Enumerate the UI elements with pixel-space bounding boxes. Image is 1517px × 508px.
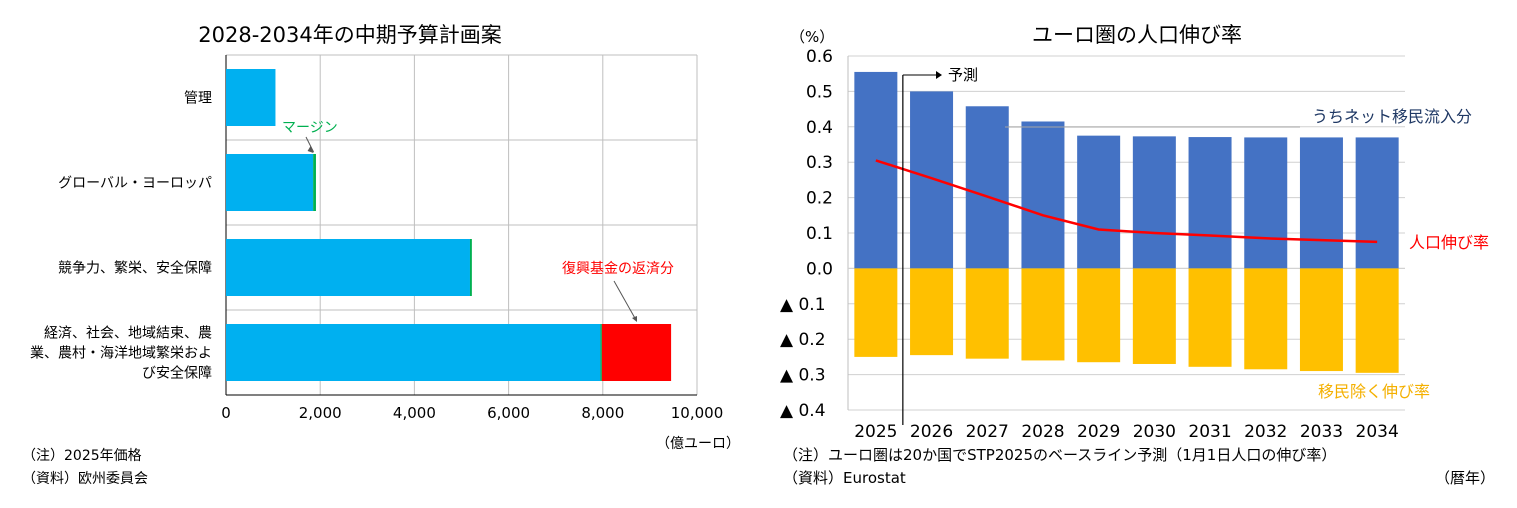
population-y-tick-label: 0.1 (806, 224, 833, 244)
margin-arrowhead (307, 146, 314, 153)
population-x-tick-label: 2025 (854, 422, 897, 442)
budget-bar-segment (313, 154, 316, 211)
budget-x-tick-label: 4,000 (393, 404, 436, 422)
budget-category-labels: 管理グローバル・ヨーロッパ競争力、繁栄、安全保障経済、社会、地域結束、農業、農村… (30, 91, 212, 382)
population-y-tick-label: 0.6 (806, 47, 833, 67)
budget-category-label: 管理 (184, 91, 212, 107)
repayment-leader-line (613, 280, 637, 321)
budget-bar-segment (226, 324, 601, 381)
population-bar (1132, 136, 1176, 269)
budget-x-tick-labels: 0 2,000 4,000 6,000 8,000 10,000 (221, 404, 723, 422)
population-y-unit: （%） (790, 28, 834, 46)
population-x-tick-label: 2033 (1300, 422, 1343, 442)
population-bar (1188, 137, 1232, 269)
budget-x-tick-label: 10,000 (671, 404, 724, 422)
population-x-tick-label: 2028 (1021, 422, 1064, 442)
margin-annotation: マージン (282, 120, 338, 136)
population-y-tick-label: 0.4 (806, 118, 833, 138)
population-bar (910, 268, 954, 356)
population-bar (965, 106, 1009, 269)
budget-chart-title: 2028-2034年の中期予算計画案 (198, 23, 501, 47)
population-bar (965, 268, 1009, 359)
budget-category-label: び安全保障 (142, 365, 212, 382)
budget-bar-segment (226, 69, 276, 126)
population-bar (1021, 121, 1065, 269)
population-note-2: （資料）Eurostat (783, 469, 906, 487)
population-x-tick-label: 2031 (1188, 422, 1231, 442)
population-x-tick-label: 2030 (1133, 422, 1176, 442)
population-bars (854, 71, 1399, 373)
population-y-tick-labels: 0.6 0.5 0.4 0.3 0.2 0.1 0.0 ▲ 0.1 ▲ 0.2 ▲ 0.3 ▲ 0.… (780, 47, 833, 421)
natural-series-label: 移民除く伸び率 (1318, 382, 1430, 401)
population-x-tick-label: 2032 (1244, 422, 1287, 442)
population-bar (1244, 268, 1288, 370)
population-bar (1021, 268, 1065, 361)
budget-unit-label: （億ユーロ） (656, 436, 740, 452)
population-bar (1299, 268, 1343, 372)
population-x-tick-labels: 2025 2026 2027 2028 2029 2030 2031 2032 2033 2034 (854, 422, 1399, 442)
population-chart-title: ユーロ圏の人口伸び率 (1032, 23, 1242, 47)
population-bar (854, 268, 898, 357)
population-bar (1077, 135, 1121, 269)
population-bar (910, 91, 954, 269)
budget-bar-segment (226, 154, 314, 211)
budget-bar-segment (600, 324, 602, 381)
forecast-arrowhead (936, 71, 942, 79)
budget-category-label: 経済、社会、地域結束、農 (44, 326, 212, 342)
budget-category-label: グローバル・ヨーロッパ (58, 176, 212, 192)
forecast-label: 予測 (948, 66, 978, 84)
population-bar (1244, 137, 1288, 269)
budget-chart: 2028-2034年の中期予算計画案 管理グローバル・ヨーロッパ競争力、繁栄、安… (22, 23, 740, 487)
population-y-tick-label: ▲ 0.1 (780, 295, 826, 315)
budget-bar-segment (601, 324, 672, 381)
migration-series-label: うちネット移民流入分 (1312, 107, 1472, 126)
budget-note-2: （資料）欧州委員会 (22, 471, 148, 487)
population-x-tick-label: 2029 (1077, 422, 1120, 442)
population-bar (1299, 137, 1343, 269)
population-note-1: （注）ユーロ圏は20か国でSTP2025のベースライン予測（1月1日人口の伸び率… (783, 446, 1336, 464)
margin-leader-line (305, 136, 314, 153)
budget-x-tick-label: 6,000 (487, 404, 530, 422)
repayment-annotation: 復興基金の返済分 (562, 260, 674, 277)
budget-x-tick-label: 0 (221, 404, 231, 422)
population-y-tick-label: ▲ 0.2 (780, 330, 826, 350)
population-y-tick-label: 0.3 (806, 153, 833, 173)
population-bar (1188, 268, 1232, 367)
population-bar (1077, 268, 1121, 363)
population-bar (854, 71, 898, 269)
growth-series-label: 人口伸び率 (1409, 233, 1489, 252)
budget-x-tick-label: 8,000 (581, 404, 624, 422)
population-growth-polyline (875, 159, 1378, 244)
budget-bar-segment (226, 239, 470, 296)
budget-category-label: 競争力、繁栄、安全保障 (58, 260, 212, 277)
population-y-tick-label: ▲ 0.4 (780, 401, 826, 421)
population-y-tick-label: ▲ 0.3 (780, 366, 826, 386)
budget-bars (226, 69, 672, 381)
population-bar (1132, 268, 1176, 364)
population-bar (1355, 268, 1399, 373)
repayment-arrowhead (632, 316, 637, 322)
population-x-unit: （暦年） (1435, 469, 1495, 487)
population-chart: ユーロ圏の人口伸び率 （%） 0.6 0.5 0.4 0.3 0.2 0.1 0.0 ▲ 0.… (780, 23, 1495, 487)
population-x-tick-label: 2034 (1356, 422, 1399, 442)
budget-x-tick-label: 2,000 (299, 404, 342, 422)
population-y-tick-label: 0.2 (806, 189, 833, 209)
population-x-tick-label: 2027 (966, 422, 1009, 442)
budget-bar-segment (469, 239, 472, 296)
population-x-tick-label: 2026 (910, 422, 953, 442)
population-bar (1355, 137, 1399, 269)
budget-note-1: （注）2025年価格 (22, 448, 142, 464)
budget-category-label: 業、農村・海洋地域繁栄およ (30, 346, 212, 362)
population-growth-line (875, 159, 1378, 244)
population-y-tick-label: 0.0 (806, 259, 833, 279)
population-y-tick-label: 0.5 (806, 82, 833, 102)
